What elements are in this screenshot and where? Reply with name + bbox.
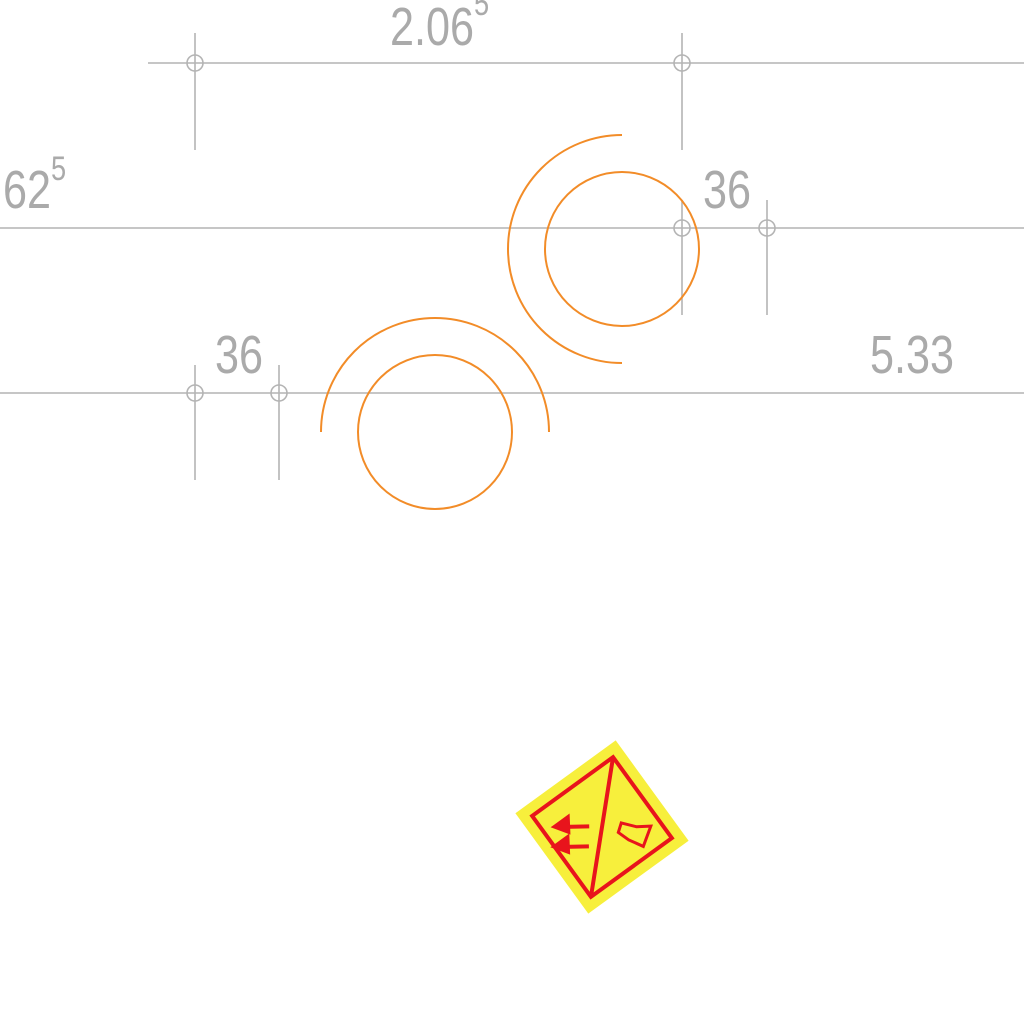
dimension-texts: 2.065 625 36 36 5.33: [3, 0, 954, 385]
dim-node: [186, 54, 204, 72]
sign-diagonal: [588, 756, 616, 898]
circle: [357, 354, 513, 510]
dim-label: 625: [3, 149, 66, 220]
dim-sup: 5: [51, 149, 66, 188]
dim-label: 2.065: [390, 0, 489, 57]
dim-label: 36: [215, 326, 263, 386]
sign-bell: [616, 821, 654, 849]
sign-frame: [529, 754, 675, 900]
dim-label-group: 5.33: [870, 326, 954, 386]
dim-node: [673, 54, 691, 72]
dim-node: [673, 219, 691, 237]
dim-node: [186, 384, 204, 402]
sign-arrows: [550, 813, 590, 855]
dim-value: 62: [3, 161, 51, 221]
dim-label-group: 36: [215, 326, 263, 386]
warning-sign: [515, 740, 689, 914]
dim-label-group: 36: [703, 161, 751, 221]
dim-label: 5.33: [870, 326, 954, 386]
dim-label-group: 625: [3, 149, 66, 220]
circle: [544, 171, 700, 327]
dim-sup: 5: [474, 0, 489, 23]
dim-label-group: 2.065: [390, 0, 489, 57]
arc: [507, 134, 623, 364]
dim-node: [758, 219, 776, 237]
dimension-lines: [0, 33, 1024, 480]
dim-label: 36: [703, 161, 751, 221]
arc: [320, 317, 550, 433]
orange-arcs: [320, 134, 700, 510]
dim-node: [270, 384, 288, 402]
dim-value: 2.06: [390, 0, 474, 57]
